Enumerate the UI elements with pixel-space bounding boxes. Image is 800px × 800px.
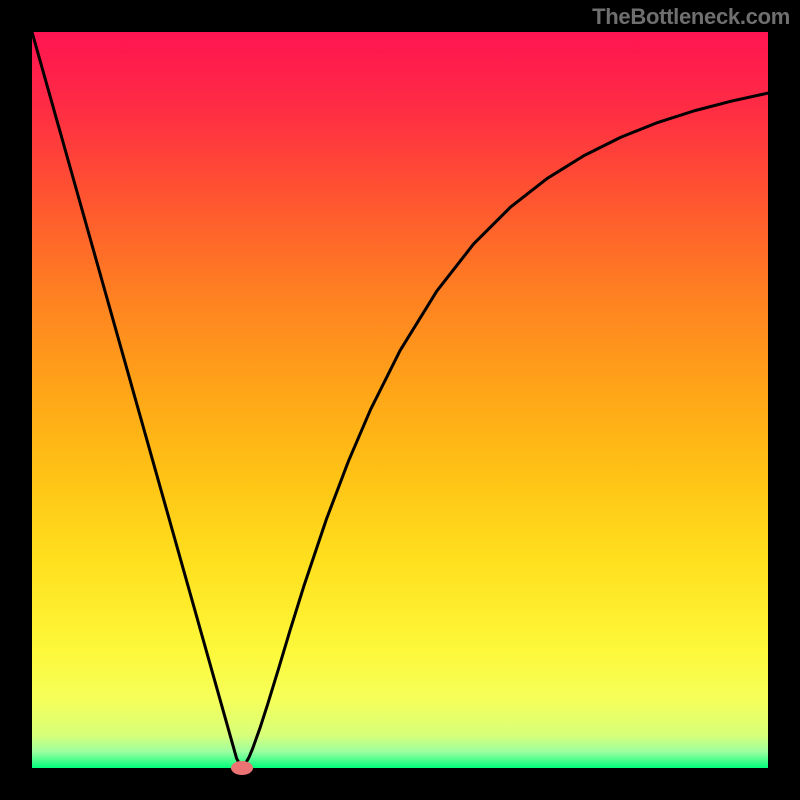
watermark-text: TheBottleneck.com (592, 4, 790, 30)
curve-svg (32, 32, 768, 768)
bottleneck-curve (32, 32, 768, 768)
figure-container: { "watermark": { "text": "TheBottleneck.… (0, 0, 800, 800)
optimum-marker (231, 761, 253, 775)
plot-area (32, 32, 768, 768)
